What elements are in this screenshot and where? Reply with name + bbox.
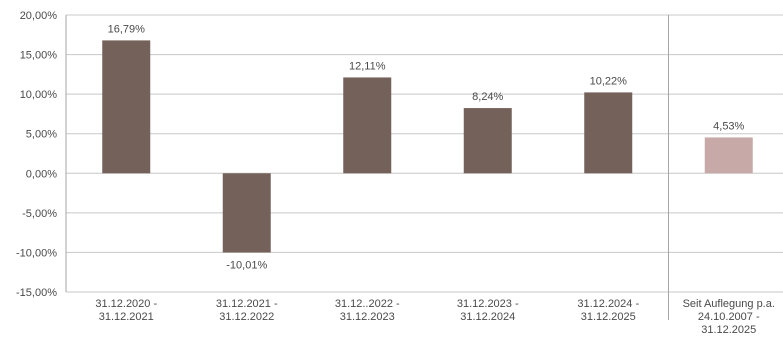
data-label: 16,79% xyxy=(108,23,146,35)
y-tick-label: 15,00% xyxy=(20,50,58,62)
bar xyxy=(343,77,392,174)
y-tick-label: 0,00% xyxy=(26,168,57,180)
bar xyxy=(222,173,271,253)
data-label: 4,53% xyxy=(713,120,744,132)
y-tick-label: -15,00% xyxy=(16,287,57,299)
x-tick-label: 31.12.2020 -31.12.2021 xyxy=(95,298,157,323)
gridlines xyxy=(65,14,783,320)
y-tick-label: 5,00% xyxy=(26,129,57,141)
data-label: 10,22% xyxy=(590,75,628,87)
bar xyxy=(704,137,753,174)
y-tick-label: -5,00% xyxy=(22,208,57,220)
bar xyxy=(584,92,633,174)
x-tick-label: 31.12.2024 -31.12.2025 xyxy=(577,298,639,323)
y-tick-label: 10,00% xyxy=(20,89,58,101)
y-tick-label: -10,00% xyxy=(16,247,57,259)
y-tick-label: 20,00% xyxy=(20,10,58,22)
y-axis-ticks: 20,00% 15,00% 10,00% 5,00% 0,00% -5,00% -10,00… xyxy=(16,10,57,299)
data-label: -10,01% xyxy=(226,260,267,272)
bar xyxy=(463,108,512,174)
bar xyxy=(102,40,151,174)
x-axis-ticks: 31.12.2020 -31.12.2021 31.12.2021 -31.12.… xyxy=(95,298,775,336)
data-label: 8,24% xyxy=(472,91,503,103)
data-labels: 16,79% -10,01% 12,11% 8,24% 10,22% 4,53% xyxy=(108,23,745,271)
bars xyxy=(102,40,753,253)
data-label: 12,11% xyxy=(349,60,386,72)
x-tick-label: 31.12.2021 -31.12.2022 xyxy=(216,298,278,323)
x-tick-label: Seit Auflegung p.a. 24.10.2007 -31.12.202… xyxy=(683,298,775,336)
x-tick-label: 31.12.2023 -31.12.2024 xyxy=(457,298,519,323)
x-tick-label: 31.12..2022 -31.12.2023 xyxy=(335,298,400,323)
